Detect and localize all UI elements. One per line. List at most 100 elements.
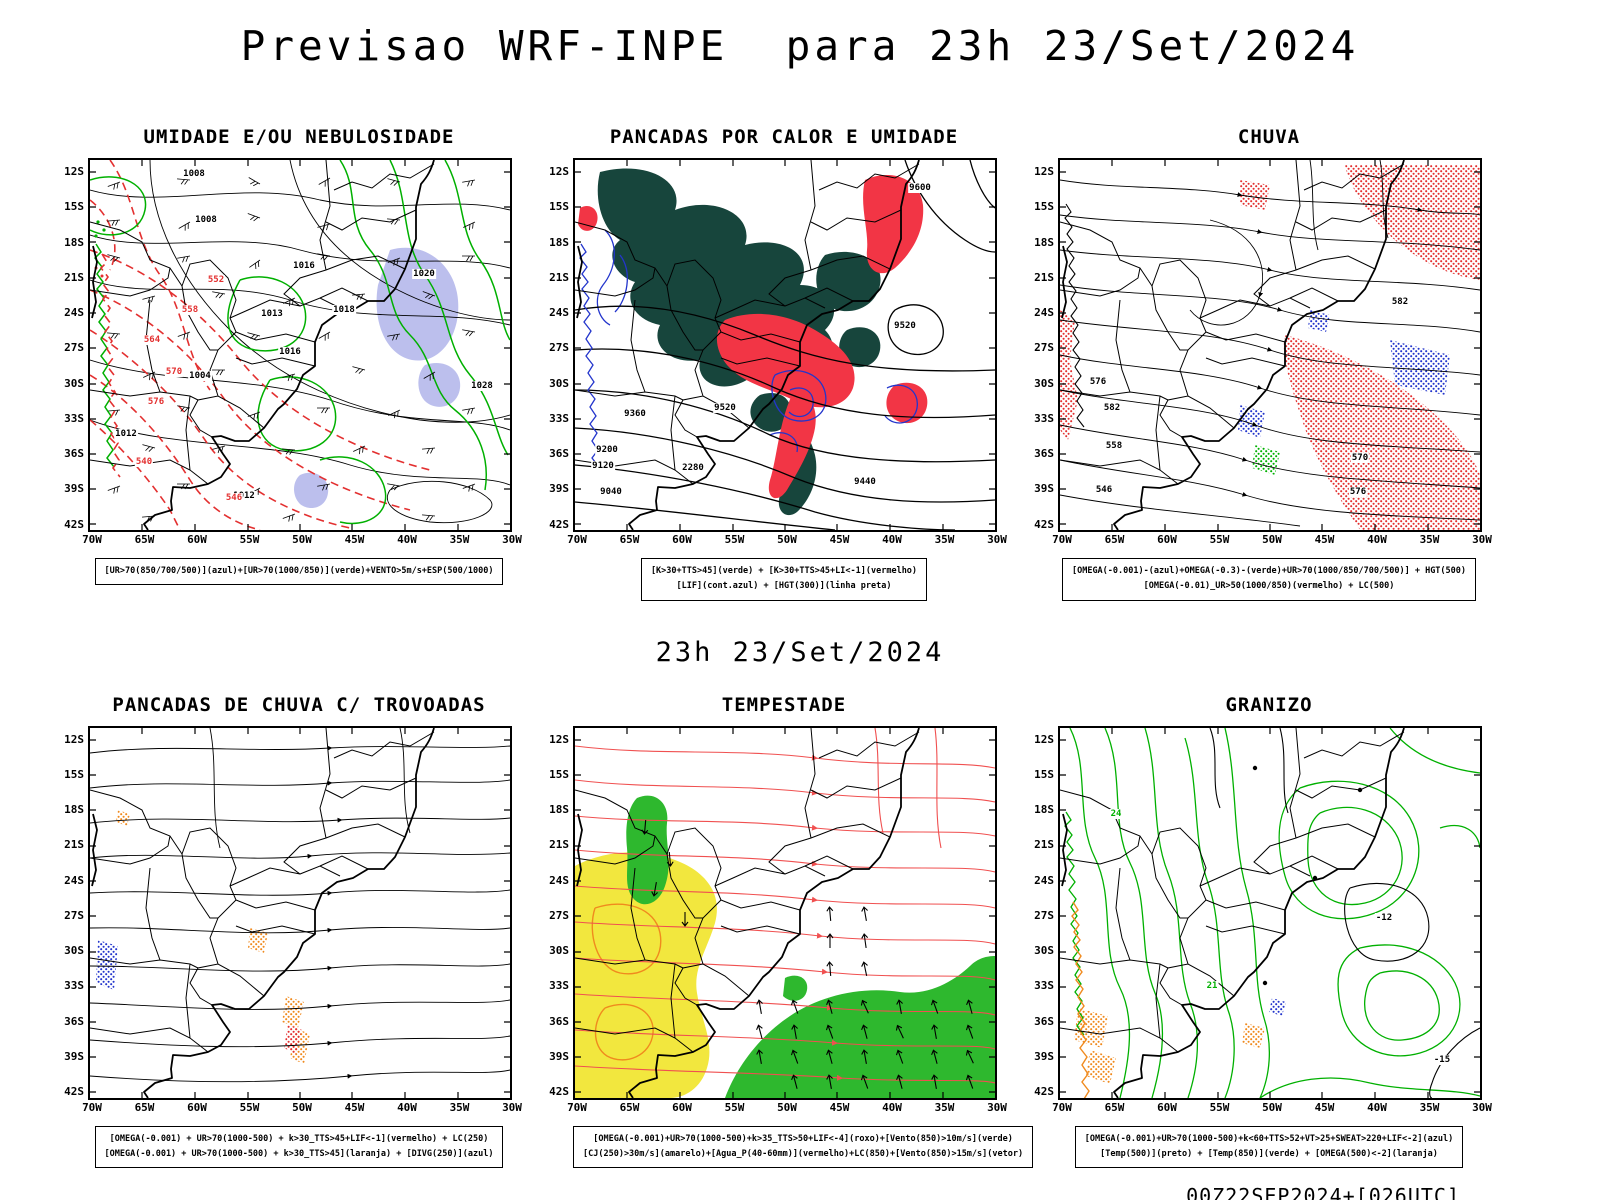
lat-tick-label: 27S [64, 341, 84, 355]
contour-label: 558 [180, 305, 200, 315]
lat-tick-label: 24S [64, 873, 84, 887]
middle-valid-time: 23h 23/Set/2024 [655, 636, 945, 668]
lat-tick-label: 36S [1034, 1014, 1054, 1028]
lon-tick-label: 70W [1052, 1100, 1072, 1114]
lon-tick-label: 50W [292, 1100, 312, 1114]
lat-tick-label: 21S [549, 270, 569, 284]
map-canvas-pancadas-calor [575, 160, 995, 530]
lat-tick-label: 36S [64, 1014, 84, 1028]
legend-chuva: [OMEGA(-0.001)-(azul)+OMEGA(-0.3)-(verde… [1061, 558, 1477, 601]
lon-tick-label: 30W [987, 533, 1007, 546]
legend-line: [Temp(500)](preto) + [Temp(850)](verde) … [1100, 1148, 1438, 1159]
lat-tick-label: 24S [1034, 873, 1054, 887]
contour-label: 1008 [182, 169, 206, 179]
contour-label: 558 [1104, 441, 1124, 451]
lif-contour-layer [596, 229, 918, 453]
lat-tick-label: 15S [64, 767, 84, 781]
legend-umidade: [UR>70(850/700/500)](azul)+[UR>70(1000/8… [94, 558, 504, 586]
axis-ticks [90, 160, 510, 530]
lon-tick-label: 60W [672, 1100, 692, 1114]
lon-tick-label: 70W [567, 1100, 587, 1114]
map-canvas-chuva [1060, 160, 1480, 530]
contour-label: 9520 [893, 321, 917, 331]
axis-ticks [1060, 727, 1480, 1098]
panel-title-chuva: CHUVA [1237, 126, 1301, 148]
lat-axis: 12S 15S 18S 21S 24S 27S 30S 33S 36S 39S 42S [54, 160, 86, 530]
lat-tick-label: 18S [549, 803, 569, 817]
lon-tick-label: 60W [187, 1100, 207, 1114]
lat-tick-label: 30S [64, 944, 84, 958]
contour-label: 1018 [332, 305, 356, 315]
lat-axis: 12S 15S 18S 21S 24S 27S 30S 33S 36S 39S 42S [54, 728, 86, 1098]
row-bottom: PANCADAS DE CHUVA C/ TROVOADAS 12S 15S 18S… [54, 694, 1600, 1169]
legend-line: [UR>70(850/700/500)](azul)+[UR>70(1000/8… [104, 566, 494, 576]
lon-tick-label: 35W [1419, 533, 1440, 546]
lon-tick-label: 30W [502, 1100, 522, 1114]
lon-tick-label: 55W [724, 1100, 745, 1114]
lon-tick-label: 55W [1209, 1100, 1230, 1114]
map-chuva: 12S 15S 18S 21S 24S 27S 30S 33S 36S 39S 42S 70W 65W… [1034, 158, 1492, 546]
lat-tick-label: 39S [1034, 1049, 1054, 1063]
lon-axis: 70W 65W 60W 55W 50W 45W 40W 35W 30W [567, 1100, 1007, 1115]
legend-line: [OMEGA(-0.001)-(azul)+OMEGA(-0.3)-(verde… [1071, 566, 1467, 576]
lat-tick-label: 21S [549, 838, 569, 852]
lat-tick-label: 39S [549, 482, 569, 496]
lat-tick-label: 33S [64, 411, 84, 425]
contour-label: 9360 [623, 409, 647, 419]
lon-tick-label: 55W [1209, 533, 1230, 546]
lon-tick-label: 30W [1472, 1100, 1492, 1114]
map-canvas-trovoadas [90, 727, 510, 1098]
lat-axis: 12S 15S 18S 21S 24S 27S 30S 33S 36S 39S 42S [1024, 728, 1056, 1098]
streamline-layer [90, 727, 510, 1082]
lon-tick-label: 65W [134, 533, 155, 546]
contour-label: 9520 [713, 403, 737, 413]
lon-tick-label: 50W [292, 533, 312, 546]
contour-label: 552 [206, 275, 226, 285]
legend-line: [OMEGA(-0.001)+UR>70(1000-500)+k>35_TTS>… [593, 1133, 1013, 1144]
map-granizo: 12S 15S 18S 21S 24S 27S 30S 33S 36S 39S 42S 70W 65W… [1034, 725, 1492, 1114]
map-tempestade: 12S 15S 18S 21S 24S 27S 30S 33S 36S 39S 42S 70W 65W… [549, 725, 1007, 1114]
lon-tick-label: 65W [1104, 533, 1125, 546]
temp850-contour-layer [1069, 727, 1480, 1098]
panel-title-pancadas-calor: PANCADAS POR CALOR E UMIDADE [609, 126, 959, 148]
lon-tick-label: 70W [82, 533, 102, 546]
lat-tick-label: 15S [64, 200, 84, 214]
lon-axis: 70W 65W 60W 55W 50W 45W 40W 35W 30W [567, 533, 1007, 547]
lon-tick-label: 65W [619, 533, 640, 546]
lat-tick-label: 27S [64, 908, 84, 922]
row-top: UMIDADE E/OU NEBULOSIDADE 12S 15S 18S 21S 24… [54, 126, 1600, 601]
lon-tick-label: 30W [1472, 533, 1492, 546]
panel-grid: UMIDADE E/OU NEBULOSIDADE 12S 15S 18S 21S 24… [0, 126, 1600, 1169]
panel-title-umidade: UMIDADE E/OU NEBULOSIDADE [143, 126, 455, 148]
panel-pancadas-calor: PANCADAS POR CALOR E UMIDADE 12S 15S 18S 21… [539, 126, 1007, 601]
lat-tick-label: 21S [1034, 270, 1054, 284]
lat-tick-label: 27S [1034, 341, 1054, 355]
lat-tick-label: 36S [549, 1014, 569, 1028]
contour-label: 1016 [278, 347, 302, 357]
hgt-contour-layer [575, 160, 995, 530]
lat-tick-label: 42S [549, 517, 569, 531]
contour-label: -15 [1432, 1054, 1452, 1065]
lon-tick-label: 45W [1314, 533, 1335, 546]
lon-axis: 70W 65W 60W 55W 50W 45W 40W 35W 30W [82, 1100, 522, 1115]
lon-tick-label: 45W [829, 533, 850, 546]
contour-label: -12 [1374, 912, 1394, 923]
lon-tick-label: 45W [1314, 1100, 1335, 1114]
jet-shade-layer [575, 851, 717, 1098]
lon-tick-label: 55W [724, 533, 745, 546]
panel-umidade: UMIDADE E/OU NEBULOSIDADE 12S 15S 18S 21S 24… [54, 126, 522, 601]
panel-title-trovoadas: PANCADAS DE CHUVA C/ TROVOADAS [112, 693, 486, 716]
contour-label: 1020 [412, 269, 436, 279]
lon-tick-label: 50W [1262, 533, 1282, 546]
contour-label: 546 [1094, 485, 1114, 495]
contour-label: 1013 [260, 309, 284, 319]
lat-tick-label: 42S [64, 1085, 84, 1099]
contour-label: 9440 [853, 477, 877, 487]
stipple-layer [96, 809, 310, 1064]
lon-tick-label: 50W [1262, 1100, 1282, 1114]
legend-line: [LIF](cont.azul) + [HGT(300)](linha pret… [676, 581, 892, 592]
orange-contour-layer [591, 903, 662, 1061]
lat-tick-label: 27S [549, 341, 569, 355]
legend-line: [K>30+TTS>45](verde) + [K>30+TTS>45+LI<-… [650, 566, 918, 576]
lon-tick-label: 40W [882, 533, 902, 546]
